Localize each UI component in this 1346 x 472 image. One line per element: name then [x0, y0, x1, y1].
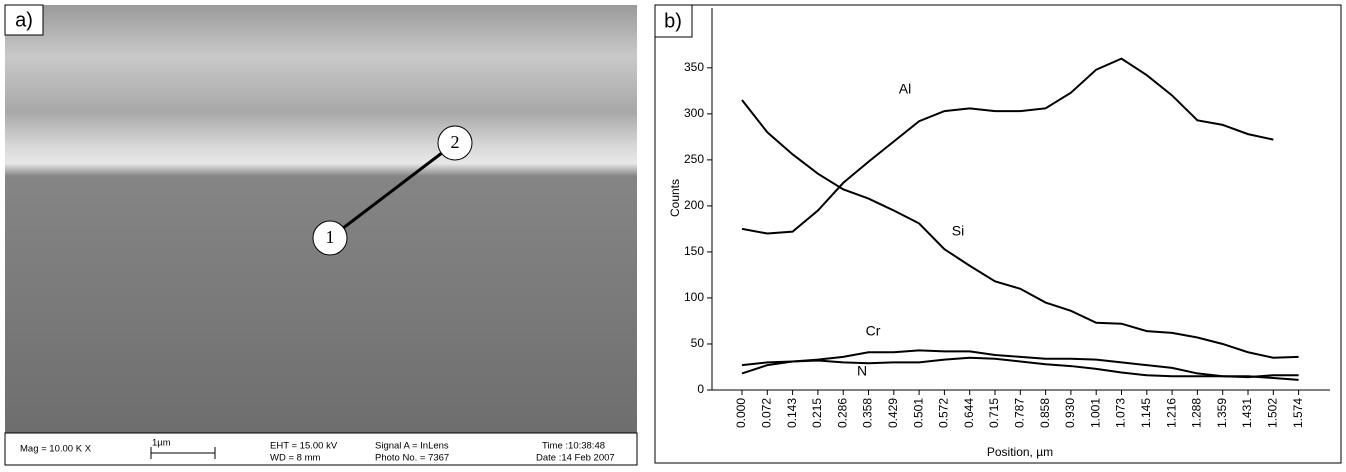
x-tick-label: 0.215 [810, 398, 824, 428]
x-tick-label: 0.572 [937, 398, 951, 428]
x-tick-label: 0.286 [835, 398, 849, 428]
scale-bar [150, 447, 216, 459]
x-tick-label: 1.288 [1190, 398, 1204, 428]
series-line [741, 356, 1299, 381]
info-text: EHT = 15.00 kV [270, 441, 338, 452]
y-tick-label: 300 [684, 106, 704, 120]
y-tick-label: 150 [684, 244, 704, 258]
x-tick-label: 1.145 [1139, 398, 1153, 428]
x-tick-label: 0.644 [962, 398, 976, 428]
line-scan [329, 141, 456, 240]
info-text: Signal A = InLens [375, 441, 449, 452]
sem-image [5, 5, 637, 433]
y-tick-label: 0 [697, 382, 704, 396]
marker-circle [437, 125, 473, 161]
y-tick-label: 200 [684, 198, 704, 212]
info-text: Time :10:38:48 [542, 441, 605, 452]
panel-label: a) [15, 9, 33, 31]
x-tick-label: 0.787 [1012, 398, 1026, 428]
x-tick-label: 0.429 [886, 398, 900, 428]
y-tick-label: 50 [691, 336, 705, 350]
info-text: WD = 8 mm [270, 453, 320, 464]
marker-circle [312, 220, 348, 256]
x-tick-label: 1.073 [1114, 398, 1128, 428]
info-text: Date :14 Feb 2007 [536, 453, 615, 464]
x-tick-label: 0.143 [785, 398, 799, 428]
x-tick-label: 0.715 [987, 398, 1001, 428]
marker-label: 2 [451, 132, 460, 152]
chart-frame [654, 4, 1342, 464]
series-label: Cr [866, 323, 881, 339]
x-tick-label: 1.574 [1291, 398, 1305, 428]
x-tick-label: 1.001 [1088, 398, 1102, 428]
panel-label-box [4, 4, 44, 36]
y-tick-label: 250 [684, 152, 704, 166]
x-tick-label: 0.858 [1038, 398, 1052, 428]
x-tick-label: 0.930 [1063, 398, 1077, 428]
info-text: Mag = 10.00 K X [20, 444, 92, 455]
panel-label-box [654, 4, 693, 38]
x-tick-label: 0.072 [759, 398, 773, 428]
sem-panel: a) 1 2 Mag = 10.00 K X 1µm EHT = 15.00 k… [4, 4, 638, 466]
series-line [741, 57, 1274, 235]
x-tick-label: 1.431 [1240, 398, 1254, 428]
x-tick-label: 0.000 [734, 398, 748, 428]
x-tick-label: 1.216 [1164, 398, 1178, 428]
marker-label: 1 [326, 227, 335, 247]
series-label: Al [899, 81, 911, 97]
info-text: Photo No. = 7367 [375, 453, 449, 464]
series-label: N [857, 363, 867, 379]
x-tick-label: 0.358 [861, 398, 875, 428]
series-line [741, 349, 1299, 379]
series-line [741, 99, 1299, 359]
y-tick-label: 350 [684, 60, 704, 74]
y-tick-label: 100 [684, 290, 704, 304]
info-bar [4, 432, 638, 466]
x-tick-label: 1.359 [1215, 398, 1229, 428]
x-axis-label: Position, µm [987, 445, 1053, 459]
y-axis-label: Counts [668, 179, 682, 217]
panel-label: b) [664, 10, 682, 32]
info-text: 1µm [152, 438, 171, 449]
x-tick-label: 1.502 [1265, 398, 1279, 428]
series-label: Si [952, 223, 964, 239]
x-tick-label: 0.501 [911, 398, 925, 428]
